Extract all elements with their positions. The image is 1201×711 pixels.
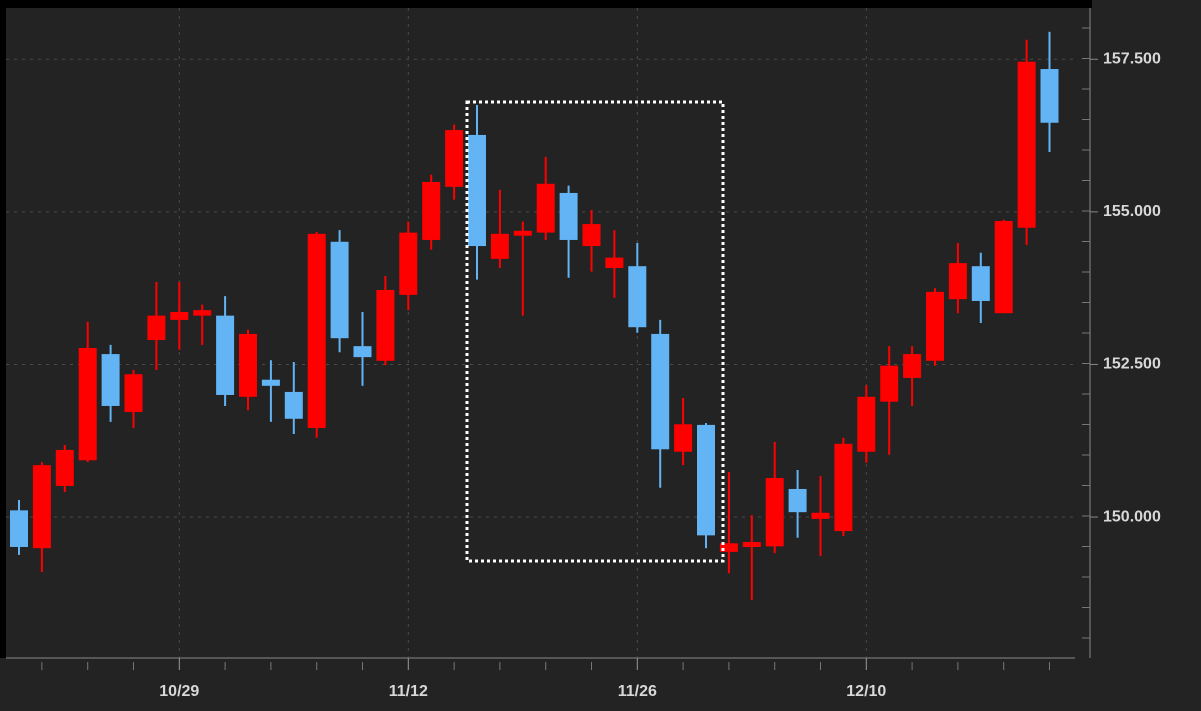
x-tick-label: 11/12 (389, 683, 428, 700)
candle-body (10, 510, 28, 547)
candle-body (445, 130, 464, 187)
candle-body (811, 512, 830, 519)
x-axis-background (0, 658, 1201, 711)
candle-body (628, 266, 647, 328)
highlight-box (465, 100, 725, 563)
candle-body (170, 311, 189, 320)
candle-body (1017, 61, 1036, 228)
y-tick-label: 152.500 (1103, 356, 1161, 373)
candle-body (216, 315, 235, 395)
candle-body (147, 315, 166, 341)
candle-body (284, 391, 303, 419)
candle-body (765, 477, 784, 547)
candle-body (330, 241, 349, 339)
candle-body (742, 542, 761, 547)
candle-body (399, 232, 418, 295)
candle-body (55, 449, 74, 486)
candle-body (124, 374, 143, 413)
candle-body (307, 233, 326, 428)
candle-body (559, 192, 578, 240)
candle-body (239, 333, 257, 397)
x-tick-label: 12/10 (846, 683, 886, 700)
candle-body (1040, 69, 1059, 123)
y-tick-label: 150.000 (1103, 508, 1161, 525)
plot-background (6, 8, 1092, 658)
x-tick-label: 10/29 (159, 683, 199, 700)
candle-body (353, 346, 372, 358)
candle-body (857, 396, 876, 452)
candle-body (101, 354, 120, 406)
candle-body (261, 379, 280, 386)
candle-body (971, 266, 990, 301)
candle-body (490, 233, 509, 259)
candle-body (193, 310, 212, 316)
candle-body (32, 465, 51, 549)
candle-body (834, 443, 853, 532)
x-tick-label: 11/26 (618, 683, 657, 700)
candle-body (376, 289, 395, 361)
candle-body (697, 424, 715, 536)
plot-layer: 150.000 152.500 155.000 157.500 10/29 11/12 11… (6, 8, 1161, 700)
candle-body (948, 263, 967, 300)
candle-body (582, 224, 601, 247)
y-axis-background (1092, 0, 1201, 711)
candle-body (994, 221, 1013, 314)
candle-body (719, 543, 738, 552)
y-tick-label: 155.000 (1103, 203, 1161, 220)
candle-body (674, 424, 693, 452)
candle-body (422, 181, 441, 240)
y-tick-label: 157.500 (1103, 50, 1161, 67)
candle-body (78, 347, 97, 461)
candle-body (903, 354, 922, 378)
candle-body (468, 134, 486, 247)
candle-body (536, 183, 555, 233)
candle-body (788, 488, 807, 513)
candle-body (651, 333, 670, 450)
candle-body (926, 291, 944, 361)
candle-body (880, 365, 899, 402)
candle-body (605, 257, 624, 269)
candle-body (513, 230, 532, 236)
